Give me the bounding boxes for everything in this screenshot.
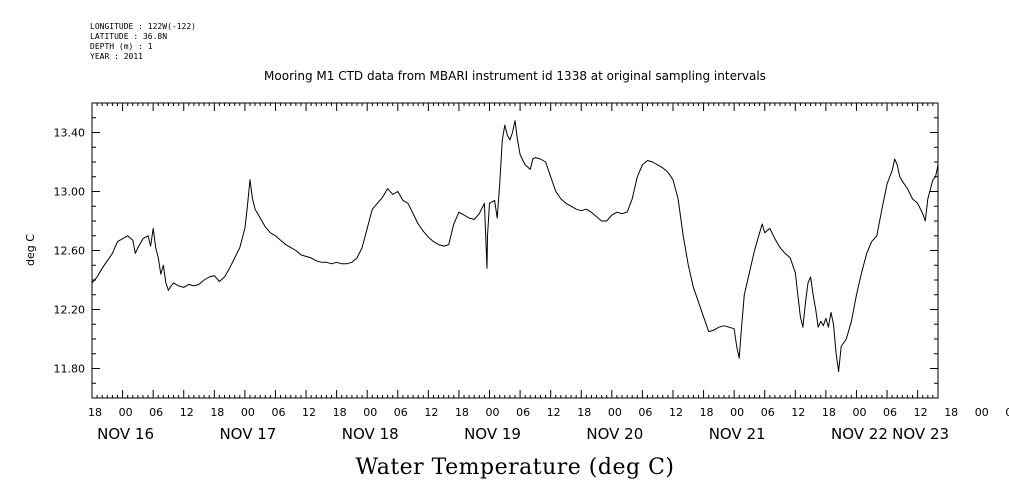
x-hour-label: 18	[88, 406, 102, 419]
meta-depth: DEPTH (m) : 1	[90, 42, 153, 51]
y-axis-label: deg C	[24, 234, 37, 266]
meta-year: YEAR : 2011	[90, 52, 143, 61]
x-day-label: NOV 16	[97, 425, 154, 443]
x-hour-label: 06	[394, 406, 408, 419]
plot-frame	[91, 102, 939, 399]
x-hour-label: 18	[210, 406, 224, 419]
temperature-series-line	[91, 120, 939, 372]
x-hour-label: 00	[241, 406, 255, 419]
x-hour-label: 06	[761, 406, 775, 419]
x-day-label: NOV 20	[586, 425, 643, 443]
x-hour-label: 18	[944, 406, 958, 419]
x-hour-label: 18	[822, 406, 836, 419]
meta-longitude: LONGITUDE : 122W(-122)	[90, 22, 196, 31]
metadata-block: LONGITUDE : 122W(-122) LATITUDE : 36.8N …	[90, 22, 196, 62]
x-hour-label: 00	[363, 406, 377, 419]
x-hour-label: 06	[516, 406, 530, 419]
x-day-label: NOV 22	[831, 425, 888, 443]
x-day-label: NOV 18	[342, 425, 399, 443]
x-day-label: NOV 19	[464, 425, 521, 443]
meta-latitude: LATITUDE : 36.8N	[90, 32, 168, 41]
plot-border	[91, 102, 939, 399]
x-hour-label: 12	[302, 406, 316, 419]
x-hour-label: 12	[180, 406, 194, 419]
y-tick-label: 13.00	[54, 186, 86, 199]
x-hour-label: 00	[730, 406, 744, 419]
x-hour-label: 00	[852, 406, 866, 419]
y-tick-label: 12.60	[54, 245, 86, 258]
x-axis-label: Water Temperature (deg C)	[355, 455, 675, 480]
x-hour-label: 06	[638, 406, 652, 419]
x-hour-label: 00	[119, 406, 133, 419]
x-day-label: NOV 21	[709, 425, 766, 443]
x-hour-label: 18	[333, 406, 347, 419]
x-hour-label: 18	[455, 406, 469, 419]
x-hour-label: 12	[914, 406, 928, 419]
x-hour-label: 18	[700, 406, 714, 419]
x-axis: 18 00 06 12 18 00 06 12 18 00 06 12 18 00 06 12 18 00 06 12…	[88, 103, 1009, 443]
x-hour-label: 00	[608, 406, 622, 419]
x-hour-label: 06	[271, 406, 285, 419]
x-hour-label: 06	[149, 406, 163, 419]
x-day-label: NOV 17	[219, 425, 276, 443]
x-hour-label: 12	[669, 406, 683, 419]
y-tick-label: 13.40	[54, 127, 86, 140]
x-hour-label: 18	[577, 406, 591, 419]
x-hour-label: 12	[424, 406, 438, 419]
x-hour-label: 00	[975, 406, 989, 419]
x-hour-label: 06	[883, 406, 897, 419]
x-hour-label: 06	[1005, 406, 1009, 419]
x-hour-label: 12	[791, 406, 805, 419]
chart-title: Mooring M1 CTD data from MBARI instrumen…	[264, 69, 766, 83]
x-hour-label: 12	[547, 406, 561, 419]
series-layer	[91, 120, 939, 372]
y-axis: 11.80 12.20 12.60 13.00 13.40	[54, 102, 938, 399]
y-tick-label: 12.20	[54, 304, 86, 317]
x-day-label: NOV 23	[892, 425, 949, 443]
x-hour-label: 00	[486, 406, 500, 419]
y-tick-label: 11.80	[54, 363, 86, 376]
